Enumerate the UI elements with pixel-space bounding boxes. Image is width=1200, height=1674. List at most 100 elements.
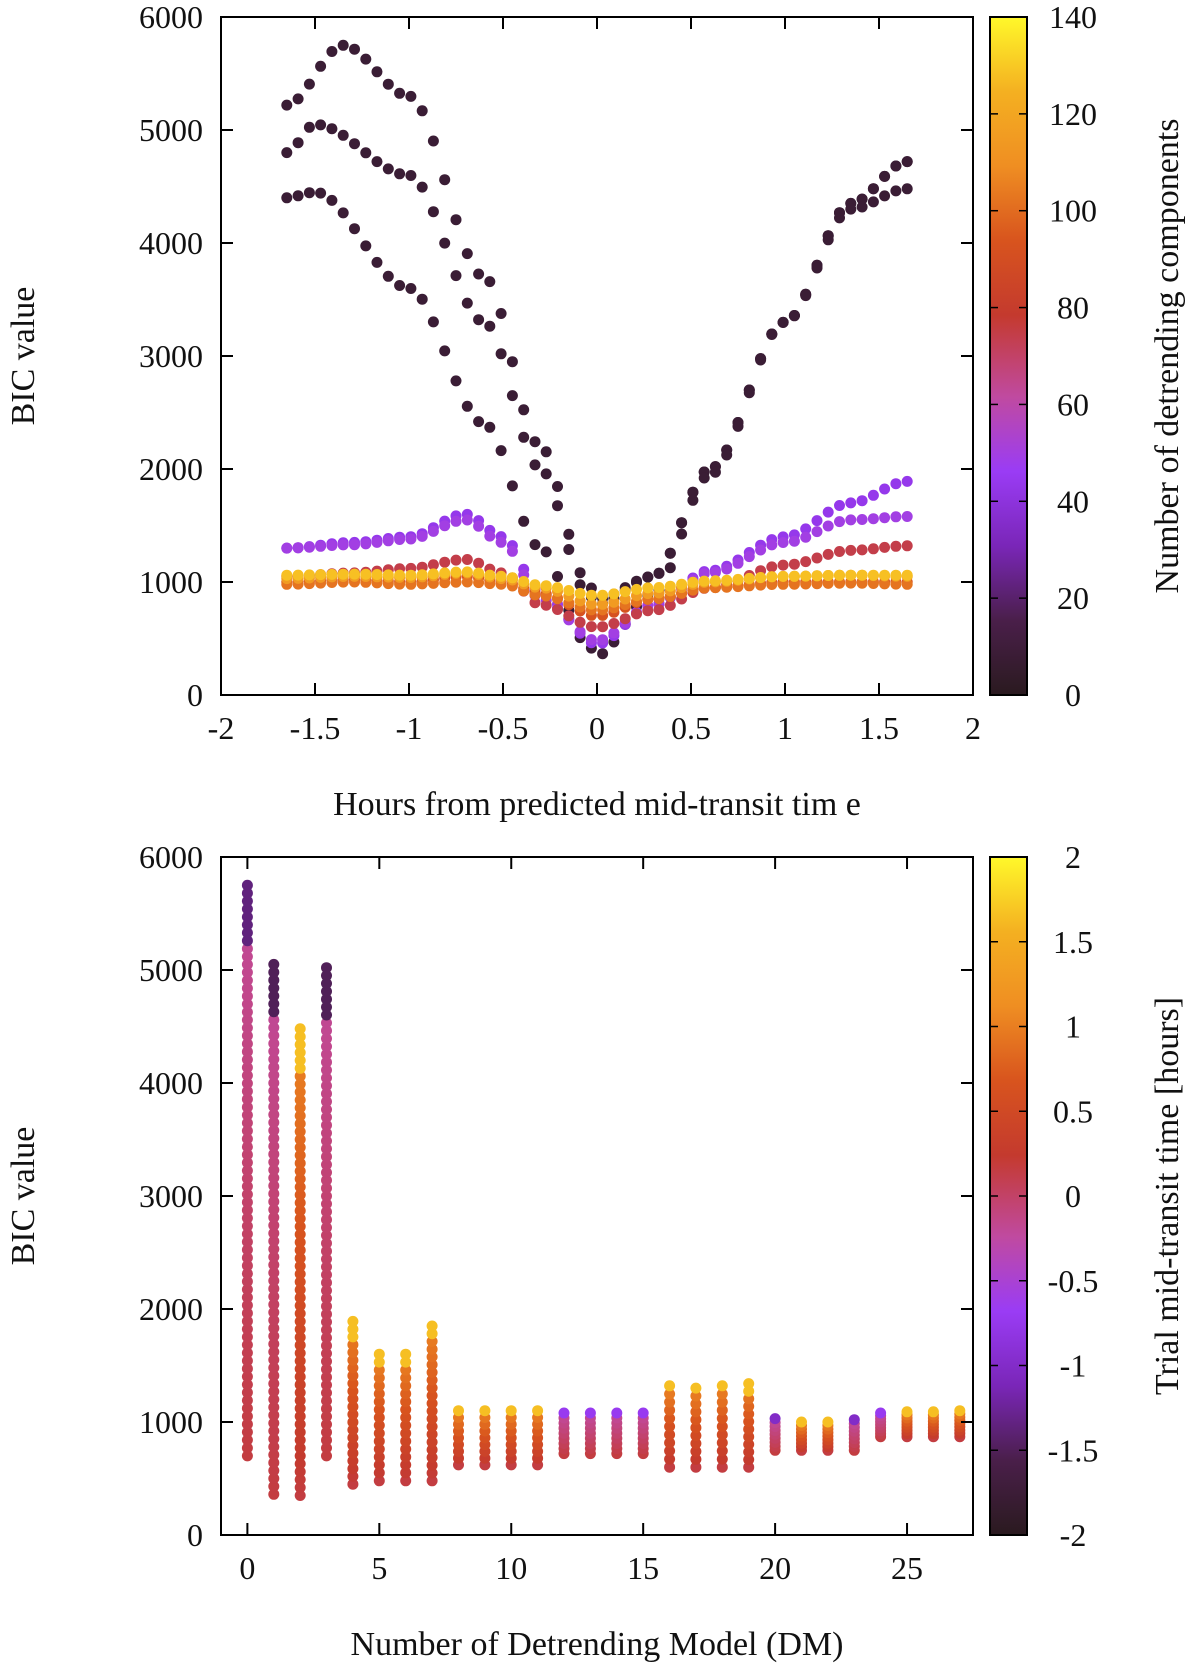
data-point bbox=[800, 556, 811, 567]
dm-column-24 bbox=[875, 1408, 886, 1443]
data-point bbox=[902, 476, 913, 487]
data-point bbox=[744, 387, 755, 398]
data-point bbox=[372, 537, 383, 548]
data-point bbox=[620, 613, 631, 624]
data-point bbox=[321, 962, 332, 973]
data-point bbox=[315, 569, 326, 580]
bottom-x-axis-title: Number of Detrending Model (DM) bbox=[351, 1626, 844, 1663]
data-point bbox=[717, 1380, 728, 1391]
data-point bbox=[812, 263, 823, 274]
data-point bbox=[315, 61, 326, 72]
bottom-y-ticks: 0100020003000400050006000 bbox=[139, 839, 973, 1553]
data-point bbox=[654, 568, 665, 579]
data-point bbox=[326, 195, 337, 206]
dm-column-19 bbox=[743, 1378, 754, 1473]
data-point bbox=[879, 484, 890, 495]
data-point bbox=[304, 569, 315, 580]
data-point bbox=[552, 500, 563, 511]
data-point bbox=[575, 567, 586, 578]
bottom-colorbar-title: Trial mid-transit time [hours] bbox=[1149, 997, 1186, 1395]
data-point bbox=[451, 270, 462, 281]
data-point bbox=[405, 91, 416, 102]
data-point bbox=[721, 450, 732, 461]
dm-column-20 bbox=[770, 1413, 781, 1456]
data-point bbox=[552, 582, 563, 593]
data-point bbox=[473, 314, 484, 325]
data-point bbox=[532, 1405, 543, 1416]
x-tick-label: 0 bbox=[239, 1550, 255, 1586]
data-point bbox=[845, 497, 856, 508]
data-point bbox=[575, 617, 586, 628]
dm-column-15 bbox=[638, 1408, 649, 1460]
dm-column-2 bbox=[295, 1023, 306, 1501]
data-point bbox=[541, 580, 552, 591]
data-point bbox=[530, 459, 541, 470]
data-point bbox=[473, 416, 484, 427]
data-point bbox=[755, 572, 766, 583]
data-point bbox=[372, 66, 383, 77]
data-point bbox=[868, 543, 879, 554]
data-point bbox=[439, 174, 450, 185]
data-point bbox=[293, 570, 304, 581]
data-point bbox=[676, 517, 687, 528]
x-tick-label: 10 bbox=[495, 1550, 527, 1586]
data-point bbox=[733, 574, 744, 585]
data-point bbox=[902, 540, 913, 551]
data-point bbox=[766, 571, 777, 582]
data-point bbox=[462, 298, 473, 309]
data-point bbox=[530, 539, 541, 550]
data-point bbox=[890, 570, 901, 581]
data-point bbox=[326, 569, 337, 580]
data-point bbox=[879, 171, 890, 182]
data-point bbox=[496, 445, 507, 456]
data-point bbox=[879, 190, 890, 201]
data-point bbox=[552, 604, 563, 615]
dm-column-6 bbox=[400, 1349, 411, 1487]
data-point bbox=[484, 321, 495, 332]
bottom-plot-frame bbox=[221, 857, 973, 1535]
data-point bbox=[879, 542, 890, 553]
data-point bbox=[770, 1413, 781, 1424]
dm-column-0 bbox=[242, 880, 253, 1462]
data-point bbox=[789, 310, 800, 321]
data-point bbox=[451, 375, 462, 386]
data-point bbox=[563, 585, 574, 596]
data-point bbox=[281, 570, 292, 581]
data-point bbox=[642, 605, 653, 616]
colorbar-tick-label: 20 bbox=[1057, 580, 1089, 616]
y-tick-label: 3000 bbox=[139, 1178, 203, 1214]
data-point bbox=[834, 500, 845, 511]
data-point bbox=[665, 562, 676, 573]
colorbar-tick-label: 40 bbox=[1057, 483, 1089, 519]
data-point bbox=[383, 79, 394, 90]
data-point bbox=[451, 214, 462, 225]
dm-column-21 bbox=[796, 1417, 807, 1456]
data-point bbox=[338, 130, 349, 141]
dm-column-3 bbox=[321, 962, 332, 1461]
colorbar-tick-label: -2 bbox=[1060, 1517, 1087, 1553]
data-point bbox=[439, 520, 450, 531]
data-point bbox=[372, 156, 383, 167]
data-point bbox=[642, 582, 653, 593]
data-point bbox=[453, 1405, 464, 1416]
data-point bbox=[744, 551, 755, 562]
data-point bbox=[372, 257, 383, 268]
data-point bbox=[812, 553, 823, 564]
colorbar-tick-label: -1.5 bbox=[1048, 1432, 1099, 1468]
data-point bbox=[575, 626, 586, 637]
data-point bbox=[405, 283, 416, 294]
data-point bbox=[405, 534, 416, 545]
data-point bbox=[349, 44, 360, 55]
dm-column-9 bbox=[479, 1405, 490, 1470]
data-point bbox=[642, 572, 653, 583]
colorbar-tick-label: 60 bbox=[1057, 386, 1089, 422]
data-point bbox=[710, 467, 721, 478]
data-point bbox=[890, 478, 901, 489]
data-point bbox=[428, 136, 439, 147]
data-point bbox=[857, 202, 868, 213]
data-point bbox=[608, 588, 619, 599]
data-point bbox=[518, 576, 529, 587]
data-point bbox=[304, 79, 315, 90]
data-point bbox=[834, 212, 845, 223]
data-point bbox=[428, 206, 439, 217]
